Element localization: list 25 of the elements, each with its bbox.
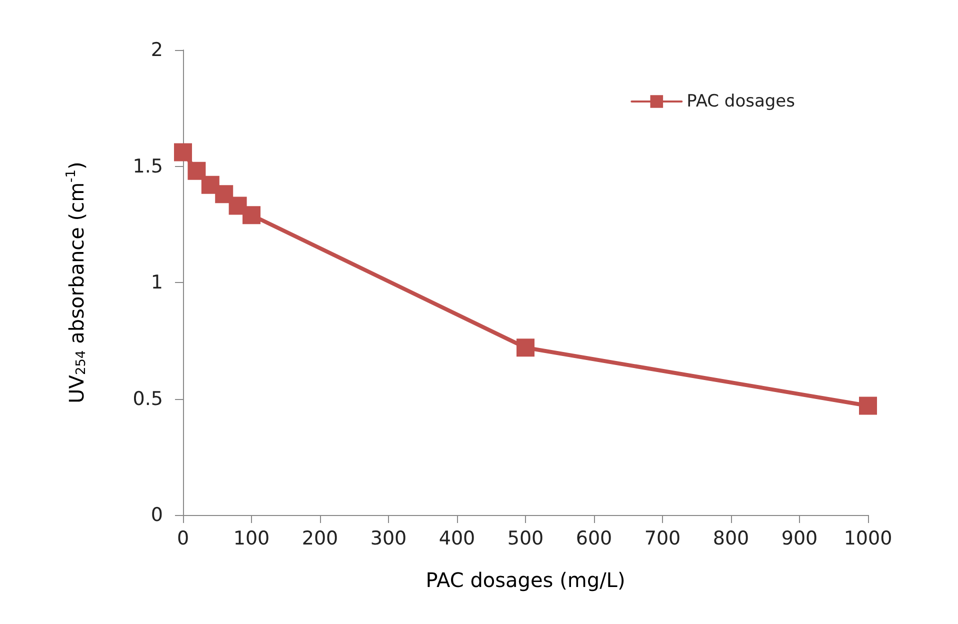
point bbox=[242, 206, 260, 224]
y-tick-label: 2 bbox=[150, 39, 163, 61]
x-axis-title: PAC dosages (mg/L) bbox=[426, 568, 626, 592]
point bbox=[859, 396, 877, 415]
point bbox=[516, 338, 534, 357]
x-tick-label: 700 bbox=[644, 528, 681, 550]
point bbox=[188, 162, 206, 180]
x-tick-label: 300 bbox=[370, 528, 407, 550]
y-tick-label: 0.5 bbox=[132, 388, 163, 410]
x-tick-label: 200 bbox=[302, 528, 338, 550]
x-tick-label: 100 bbox=[233, 528, 270, 550]
x-tick-label: 400 bbox=[438, 528, 476, 550]
x-tick-label: 0 bbox=[176, 528, 190, 550]
y-tick-label: 0 bbox=[150, 504, 163, 526]
x-tick-label: 500 bbox=[507, 528, 544, 550]
x-tick-label: 1000 bbox=[844, 528, 892, 550]
y-tick-label: 1 bbox=[150, 272, 163, 294]
y-tick-label: 1.5 bbox=[132, 155, 163, 178]
point bbox=[174, 143, 192, 162]
x-tick-label: 900 bbox=[781, 528, 818, 550]
legend-label: PAC dosages bbox=[686, 92, 796, 112]
x-tick-label: 800 bbox=[712, 528, 750, 550]
y-axis-title: UV254 absorbance (cm-1) bbox=[64, 162, 89, 404]
point bbox=[215, 185, 234, 204]
x-tick-label: 600 bbox=[576, 528, 612, 550]
